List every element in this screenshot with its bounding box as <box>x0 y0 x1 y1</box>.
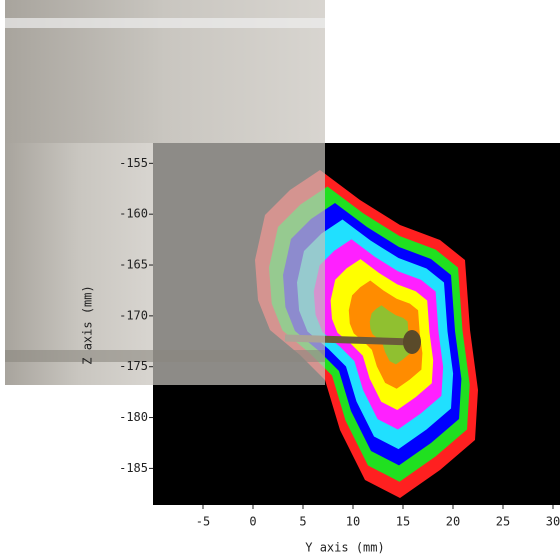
y-tick-label: -180 <box>119 410 148 424</box>
x-tick-label: 20 <box>446 515 460 529</box>
contour-band <box>369 305 410 365</box>
y-tick-label: -165 <box>119 258 148 272</box>
x-tick-label: 10 <box>346 515 360 529</box>
y-tick-label: -170 <box>119 308 148 322</box>
y-tick-label: -185 <box>119 461 148 475</box>
y-tick-label: -155 <box>119 156 148 170</box>
photo-overlay <box>5 0 325 385</box>
x-tick-label: 0 <box>249 515 256 529</box>
x-tick-label: 25 <box>496 515 510 529</box>
x-tick-label: 15 <box>396 515 410 529</box>
x-tick-label: -5 <box>196 515 210 529</box>
x-tick-label: 5 <box>299 515 306 529</box>
x-axis-title: Y axis (mm) <box>305 541 384 555</box>
y-axis-title: Z axis (mm) <box>81 285 95 364</box>
y-tick-label: -175 <box>119 359 148 373</box>
contour-field <box>255 170 478 498</box>
x-tick-label: 30 <box>546 515 560 529</box>
y-tick-label: -160 <box>119 207 148 221</box>
